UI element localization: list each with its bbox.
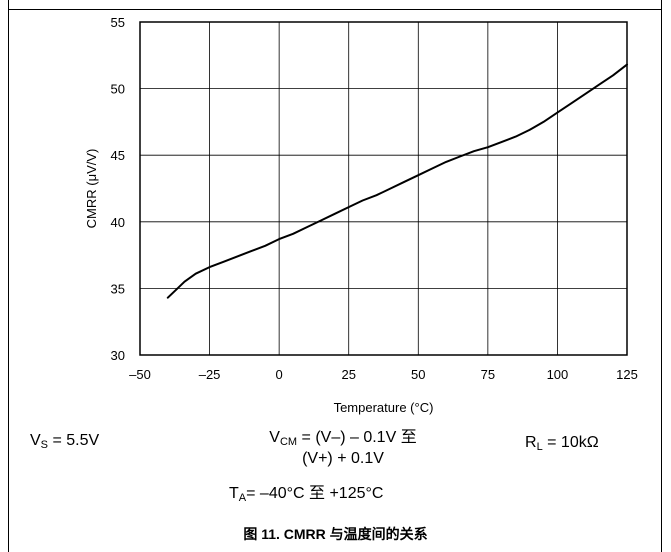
- vcm-symbol: V: [269, 429, 280, 446]
- vcm-subscript: CM: [279, 436, 298, 448]
- x-tick-label: 0: [276, 367, 283, 382]
- cmrr-series-line: [166, 63, 628, 299]
- rl-value: = 10kΩ: [542, 434, 599, 451]
- vcm-line-1: VCM = (V–) – 0.1V 至: [243, 423, 443, 448]
- series-group: [166, 63, 628, 299]
- y-tick-label: 45: [111, 148, 125, 163]
- vcm-line-2: (V+) + 0.1V: [302, 450, 384, 467]
- y-tick-label: 30: [111, 348, 125, 363]
- vs-value: = 5.5V: [48, 432, 100, 449]
- x-tick-label: 75: [481, 367, 495, 382]
- supply-voltage-condition: VS = 5.5V: [30, 432, 99, 451]
- vcm-line-1-text: = (V–) – 0.1V 至: [297, 429, 417, 446]
- figure-top-rule: [8, 9, 662, 10]
- vs-subscript: S: [40, 439, 49, 451]
- x-tick-label: 125: [616, 367, 638, 382]
- x-tick-label: 50: [411, 367, 425, 382]
- y-tick-label: 50: [111, 82, 125, 97]
- y-tick-label: 40: [111, 215, 125, 230]
- ta-symbol: T: [229, 485, 239, 502]
- x-tick-label: –50: [129, 367, 151, 382]
- load-resistance-condition: RL = 10kΩ: [525, 434, 599, 453]
- x-tick-label: 100: [547, 367, 569, 382]
- ta-value: = –40°C 至 +125°C: [246, 485, 384, 502]
- x-axis-label: Temperature (°C): [334, 400, 434, 415]
- figure-frame: [8, 0, 662, 552]
- x-tick-labels: –50 –25 0 25 50 75 100 125: [129, 367, 638, 382]
- y-tick-label: 55: [111, 15, 125, 30]
- plot-area-border: [139, 21, 628, 356]
- y-axis-label: CMRR (μV/V): [84, 149, 99, 229]
- figure-caption: 图 11. CMRR 与温度间的关系: [243, 526, 428, 542]
- rl-symbol: R: [525, 434, 537, 451]
- common-mode-condition: VCM = (V–) – 0.1V 至 (V+) + 0.1V: [243, 423, 443, 468]
- y-tick-labels: 30 35 40 45 50 55: [111, 15, 125, 363]
- vs-symbol: V: [30, 432, 41, 449]
- ta-subscript: A: [238, 492, 247, 504]
- rl-subscript: L: [536, 441, 543, 453]
- grid-lines: [139, 21, 628, 356]
- x-tick-label: 25: [341, 367, 355, 382]
- temperature-condition: TA= –40°C 至 +125°C: [229, 479, 383, 504]
- x-tick-label: –25: [199, 367, 221, 382]
- y-tick-label: 35: [111, 281, 125, 296]
